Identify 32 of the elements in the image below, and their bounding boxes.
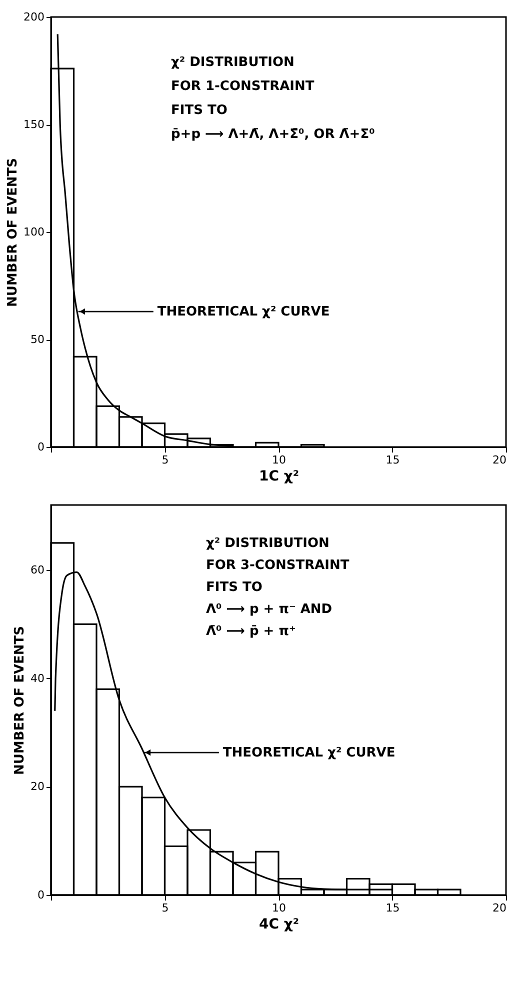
annotation: Λ⁰ ⟶ p + π⁻ AND [206, 602, 332, 617]
x-tick-label: 20 [492, 902, 506, 914]
y-axis-title: NUMBER OF EVENTS [6, 158, 21, 308]
annotation: FITS TO [206, 580, 262, 595]
x-tick-label: 5 [162, 902, 169, 914]
annotation: χ² DISTRIBUTION [171, 55, 294, 70]
x-axis-title: 1C χ² [258, 468, 300, 484]
x-tick-label: 15 [386, 902, 400, 914]
annotation: THEORETICAL χ² CURVE [222, 746, 396, 761]
x-tick-label: 20 [492, 454, 506, 466]
annotation: p̄+p ⟶ Λ+Λ̄, Λ+Σ̄⁰, OR Λ̄+Σ⁰ [171, 127, 376, 142]
x-axis-title: 4C χ² [258, 916, 300, 932]
y-tick-label: 100 [24, 226, 44, 238]
y-tick-label: 0 [38, 888, 44, 902]
y-tick-label: 40 [30, 672, 44, 685]
annotation: FOR 1-CONSTRAINT [171, 79, 314, 94]
y-tick-label: 50 [30, 333, 44, 346]
x-tick-label: 10 [272, 454, 286, 466]
annotation: Λ̄⁰ ⟶ p̄ + π⁺ [206, 624, 296, 639]
x-tick-label: 5 [162, 454, 169, 466]
annotation: FITS TO [171, 103, 228, 118]
y-tick-label: 200 [24, 10, 44, 24]
y-axis-title: NUMBER OF EVENTS [12, 626, 28, 776]
annotation: THEORETICAL χ² CURVE [157, 304, 330, 320]
annotation: FOR 3-CONSTRAINT [206, 558, 350, 573]
y-tick-label: 20 [30, 780, 44, 794]
x-tick-label: 10 [272, 902, 286, 914]
x-tick-label: 15 [386, 454, 400, 466]
y-tick-label: 0 [38, 440, 44, 454]
annotation: χ² DISTRIBUTION [206, 536, 330, 551]
y-tick-label: 60 [30, 564, 44, 576]
y-tick-label: 150 [24, 118, 44, 131]
